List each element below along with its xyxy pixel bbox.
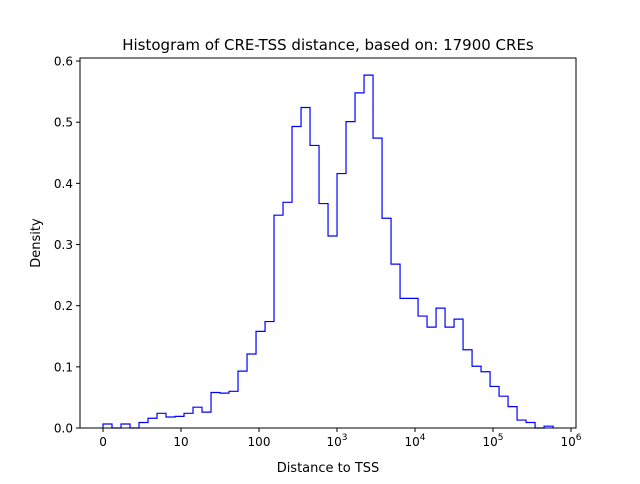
x-tick-label: 0 bbox=[99, 435, 107, 449]
chart-title: Histogram of CRE-TSS distance, based on:… bbox=[122, 36, 534, 54]
y-tick-label: 0.6 bbox=[54, 55, 73, 69]
y-tick-label: 0.5 bbox=[54, 116, 73, 130]
y-tick-label: 0.3 bbox=[54, 238, 73, 252]
histogram-step-line bbox=[102, 74, 554, 429]
y-tick-label: 0.4 bbox=[54, 177, 73, 191]
x-tick-label: 100 bbox=[248, 435, 271, 449]
y-axis-label: Density bbox=[29, 218, 44, 268]
y-tick-label: 0.1 bbox=[54, 360, 73, 374]
x-tick-label: 105 bbox=[483, 433, 504, 449]
axis-ticks: 0 10 100 103 104 105 106 0.0 0.1 0.2 0.3 0.4 0.5 0.6 bbox=[54, 55, 582, 449]
y-tick-label: 0.2 bbox=[54, 299, 73, 313]
x-tick-label: 10 bbox=[173, 435, 188, 449]
y-tick-label: 0.0 bbox=[54, 422, 73, 436]
x-tick-label: 104 bbox=[405, 433, 426, 449]
x-tick-label: 103 bbox=[327, 433, 348, 449]
axes-frame bbox=[79, 57, 577, 429]
x-axis-label: Distance to TSS bbox=[277, 461, 380, 476]
x-tick-label: 106 bbox=[561, 433, 582, 449]
